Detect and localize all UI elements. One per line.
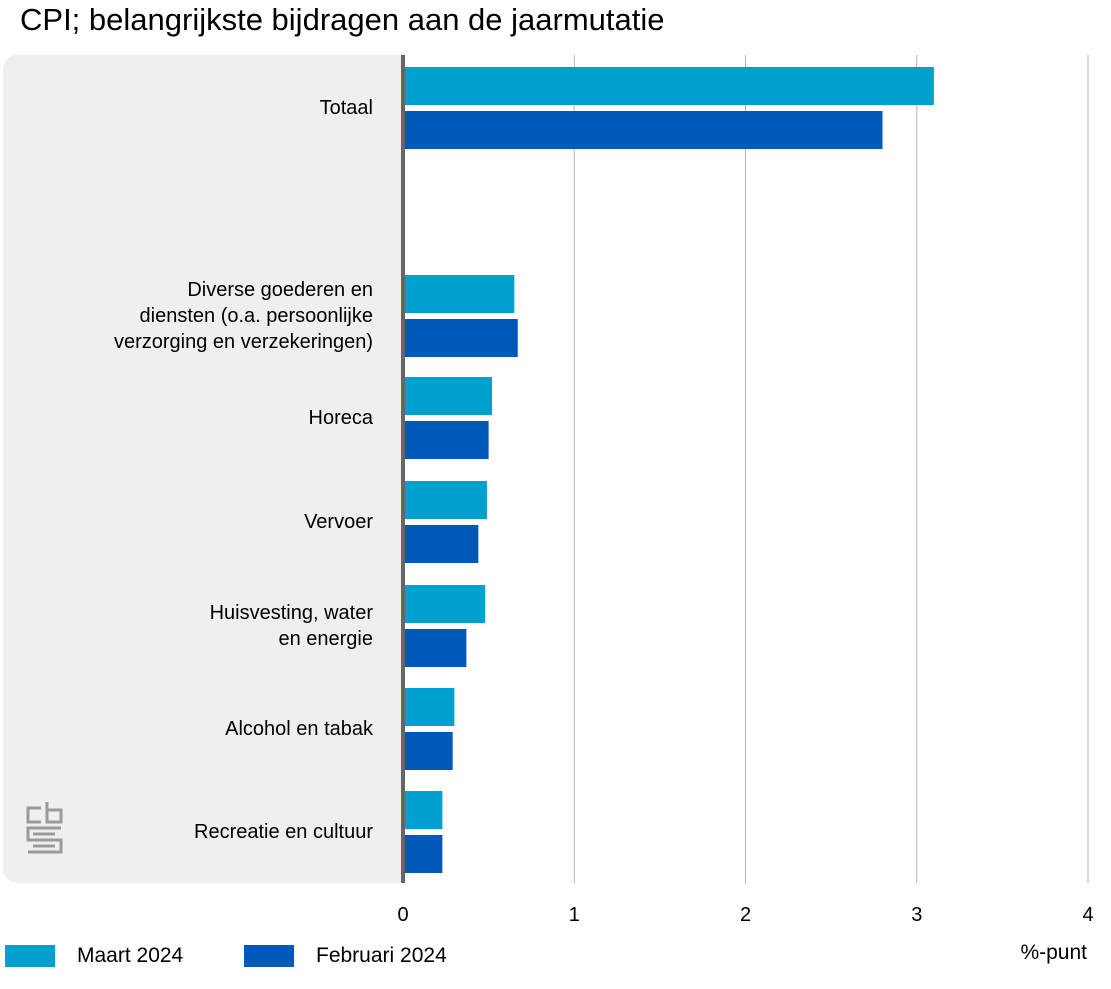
category-label-5: Huisvesting, water en energie xyxy=(33,600,373,652)
category-label-4: Vervoer xyxy=(33,509,373,535)
x-tick-label-2: 2 xyxy=(740,904,751,926)
category-label-panel xyxy=(3,55,402,883)
category-label-line: verzorging en verzekeringen) xyxy=(113,331,373,353)
category-label-line: Huisvesting, water xyxy=(209,602,373,624)
legend-swatch-februari xyxy=(244,945,294,967)
category-label-line: en energie xyxy=(278,628,373,650)
bar-februari-6 xyxy=(404,732,453,770)
legend-item-maart: Maart 2024 xyxy=(5,944,183,968)
category-label-line: Alcohol en tabak xyxy=(225,718,373,740)
category-label-3: Horeca xyxy=(33,405,373,431)
legend-item-februari: Februari 2024 xyxy=(244,944,447,968)
legend-label-februari: Februari 2024 xyxy=(316,944,447,967)
x-tick-label-4: 4 xyxy=(1082,904,1093,926)
bar-maart-2 xyxy=(404,275,515,313)
chart-title: CPI; belangrijkste bijdragen aan de jaar… xyxy=(20,2,665,37)
bar-februari-4 xyxy=(404,525,479,563)
category-label-line: Recreatie en cultuur xyxy=(194,821,373,843)
bar-maart-6 xyxy=(404,688,455,726)
bar-maart-7 xyxy=(404,791,443,829)
category-label-2: Diverse goederen en diensten (o.a. persoo… xyxy=(33,277,373,355)
bar-februari-7 xyxy=(404,835,443,873)
cbs-logo xyxy=(26,802,63,854)
category-label-7: Recreatie en cultuur xyxy=(33,819,373,845)
legend-swatch-maart xyxy=(5,945,55,967)
category-label-line: Horeca xyxy=(308,407,373,429)
x-tick-label-1: 1 xyxy=(569,904,580,926)
x-tick-label-0: 0 xyxy=(397,904,408,926)
category-label-line: Totaal xyxy=(319,97,373,119)
legend-label-maart: Maart 2024 xyxy=(77,944,184,967)
x-tick-label-3: 3 xyxy=(911,904,922,926)
category-label-line: Vervoer xyxy=(304,511,373,533)
bar-maart-5 xyxy=(404,585,486,623)
bar-maart-4 xyxy=(404,481,487,519)
bar-maart-3 xyxy=(404,377,493,415)
x-axis-unit-label: %-punt xyxy=(1020,941,1087,964)
bar-februari-0 xyxy=(404,111,883,149)
category-label-line: Diverse goederen en xyxy=(187,279,373,301)
category-label-6: Alcohol en tabak xyxy=(33,716,373,742)
bar-februari-5 xyxy=(404,629,467,667)
category-label-0: Totaal xyxy=(33,95,373,121)
bar-februari-2 xyxy=(404,319,518,357)
bar-februari-3 xyxy=(404,421,489,459)
bar-maart-0 xyxy=(404,67,934,105)
category-label-line: diensten (o.a. persoonlijke xyxy=(139,305,373,327)
